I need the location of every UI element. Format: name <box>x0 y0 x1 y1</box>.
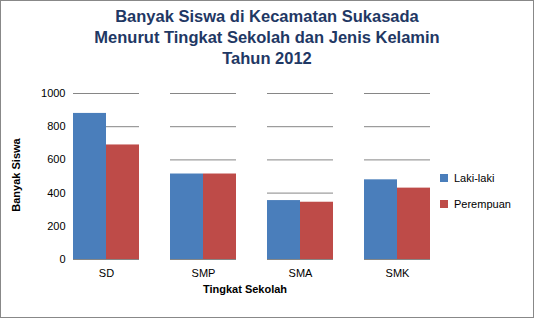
svg-text:1000: 1000 <box>41 87 65 99</box>
html-text:Perempuan: Perempuan <box>454 198 511 210</box>
svg-text:600: 600 <box>47 153 65 165</box>
svg-text:200: 200 <box>47 220 65 232</box>
html-text:Tingkat Sekolah: Tingkat Sekolah <box>202 283 288 295</box>
svg-text:SD: SD <box>99 267 114 279</box>
html-text:Laki-laki: Laki-laki <box>454 172 495 184</box>
html-text:Banyak Siswa di Kecamatan Suka: Banyak Siswa di Kecamatan Sukasada Menur… <box>94 7 440 67</box>
svg-text:0: 0 <box>59 253 65 265</box>
svg-text:800: 800 <box>47 120 65 132</box>
svg-text:400: 400 <box>47 187 65 199</box>
svg-text:SMA: SMA <box>289 267 314 279</box>
svg-text:SMK: SMK <box>386 267 411 279</box>
html-text:Banyak Siswa: Banyak Siswa <box>10 138 22 212</box>
svg-text:SMP: SMP <box>192 267 216 279</box>
